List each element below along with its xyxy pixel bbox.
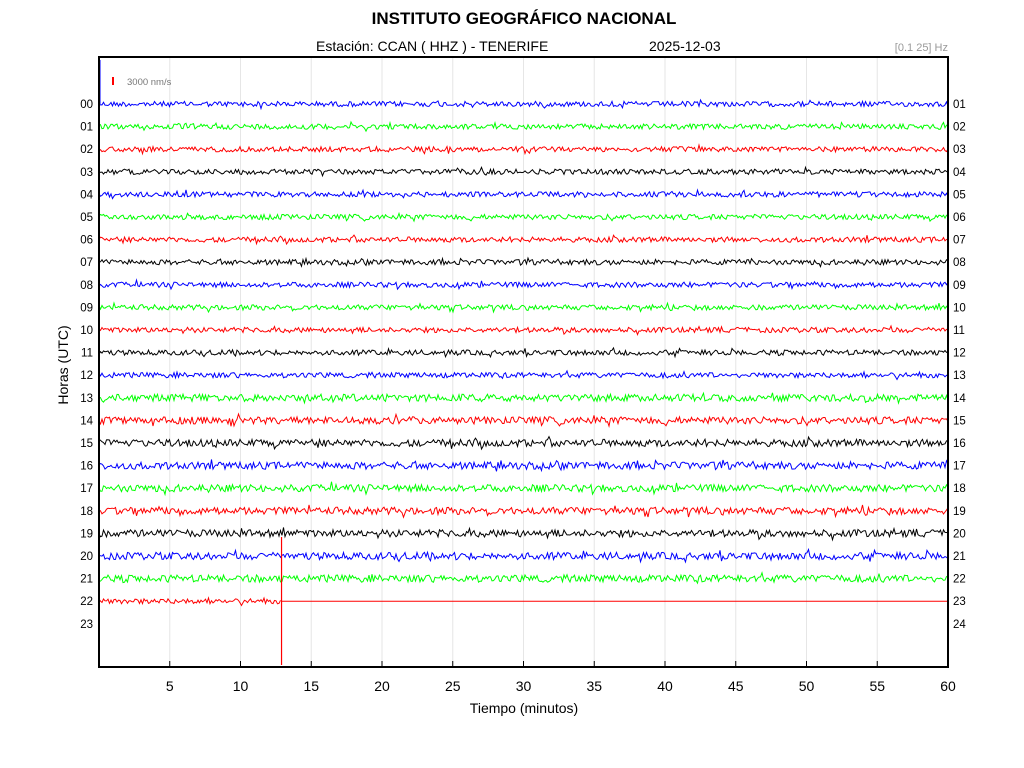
right-hour-label: 03 [953,144,966,156]
x-tick-label: 35 [586,678,602,694]
left-hour-label: 11 [81,348,93,360]
x-tick-label: 15 [303,678,319,694]
x-tick-label: 45 [728,678,744,694]
trace-hour-04 [98,188,949,200]
trace-hour-11 [98,346,949,359]
left-hour-ticks: 00 01 02 03 04 05 06 07 08 09 10 11 12 13 14 15 16 17 18 19… [80,99,93,631]
left-hour-label: 21 [80,574,93,586]
scale-label: 3000 nm/s [127,77,172,88]
right-hour-label: 06 [953,212,966,224]
left-hour-label: 08 [80,280,93,292]
trace-hour-19 [98,526,949,542]
right-hour-label: 22 [953,574,966,586]
right-hour-label: 12 [953,348,966,360]
trace-hour-10 [98,324,949,337]
left-hour-label: 01 [80,122,93,134]
grid-lines [169,57,878,667]
right-hour-label: 02 [953,122,966,134]
left-hour-label: 10 [80,325,93,337]
x-tick-label: 60 [940,678,956,694]
x-tick-label: 20 [374,678,390,694]
trace-hour-08 [98,278,949,291]
left-hour-label: 05 [80,212,93,224]
trace-hour-02 [98,143,949,156]
right-hour-label: 13 [953,370,966,382]
right-hour-label: 01 [953,99,966,111]
x-tick-label: 55 [869,678,885,694]
x-ticks: 5 10 15 20 25 30 35 40 45 50 55 60 [166,661,956,694]
right-hour-label: 10 [953,302,966,314]
trace-hour-00 [98,98,949,111]
left-hour-label: 13 [80,393,93,405]
trace-hour-05 [98,211,949,223]
right-hour-label: 14 [953,393,966,405]
left-hour-label: 04 [80,189,93,201]
trace-hour-07 [98,256,949,269]
scale-marker: 3000 nm/s [112,77,172,88]
right-hour-label: 18 [953,483,966,495]
trace-hour-22 [98,596,281,607]
right-hour-label: 07 [953,235,966,247]
right-hour-ticks: 01 02 03 04 05 06 07 08 09 10 11 12 13 14 15 16 17 18 19 20… [953,99,966,631]
left-hour-label: 17 [80,483,93,495]
right-hour-label: 04 [953,167,966,179]
right-hour-label: 05 [953,189,966,201]
trace-hour-06 [98,234,949,246]
trace-hour-09 [98,301,949,314]
left-hour-label: 19 [80,528,93,540]
station-label: Estación: CCAN ( HHZ ) - TENERIFE [316,38,549,54]
trace-hour-03 [98,165,949,178]
left-hour-label: 15 [80,438,93,450]
trace-hour-12 [98,369,949,381]
trace-hour-20 [98,547,949,564]
trace-hour-15 [98,435,948,451]
left-hour-label: 20 [80,551,93,563]
left-hour-label: 22 [80,596,93,608]
left-hour-label: 03 [80,167,93,179]
x-tick-label: 50 [799,678,815,694]
trace-hour-17 [98,481,949,497]
left-hour-label: 16 [80,461,93,473]
left-hour-label: 06 [80,235,93,247]
left-hour-label: 23 [80,619,93,631]
x-tick-label: 30 [516,678,532,694]
right-hour-label: 24 [953,619,966,631]
trace-hour-18 [98,504,949,519]
x-tick-label: 40 [657,678,673,694]
x-tick-label: 5 [166,678,174,694]
trace-hour-01 [98,120,949,133]
left-hour-label: 14 [80,415,93,427]
left-hour-label: 02 [80,144,93,156]
left-hour-label: 12 [80,370,93,382]
x-tick-label: 25 [445,678,461,694]
x-axis-label: Tiempo (minutos) [469,700,579,716]
left-hour-label: 18 [80,506,93,518]
right-hour-label: 20 [953,528,966,540]
date-label: 2025-12-03 [649,38,721,54]
filter-label: [0.1 25] Hz [894,42,948,54]
right-hour-label: 15 [953,415,966,427]
right-hour-label: 19 [953,506,966,518]
right-hour-label: 08 [953,257,966,269]
x-tick-label: 10 [233,678,249,694]
trace-hour-14 [98,412,949,429]
traces [98,60,949,665]
y-axis-label: Horas (UTC) [55,325,71,405]
trace-hour-16 [98,459,949,473]
right-hour-label: 17 [953,461,966,473]
right-hour-label: 11 [953,325,965,337]
left-hour-label: 00 [80,99,93,111]
left-hour-label: 09 [80,302,93,314]
trace-hour-13 [98,391,949,405]
left-hour-label: 07 [80,257,93,269]
right-hour-label: 21 [953,551,966,563]
chart-title: INSTITUTO GEOGRÁFICO NACIONAL [371,9,677,28]
right-hour-label: 09 [953,280,966,292]
right-hour-label: 16 [953,438,966,450]
trace-hour-21 [98,571,949,585]
right-hour-label: 23 [953,596,966,608]
